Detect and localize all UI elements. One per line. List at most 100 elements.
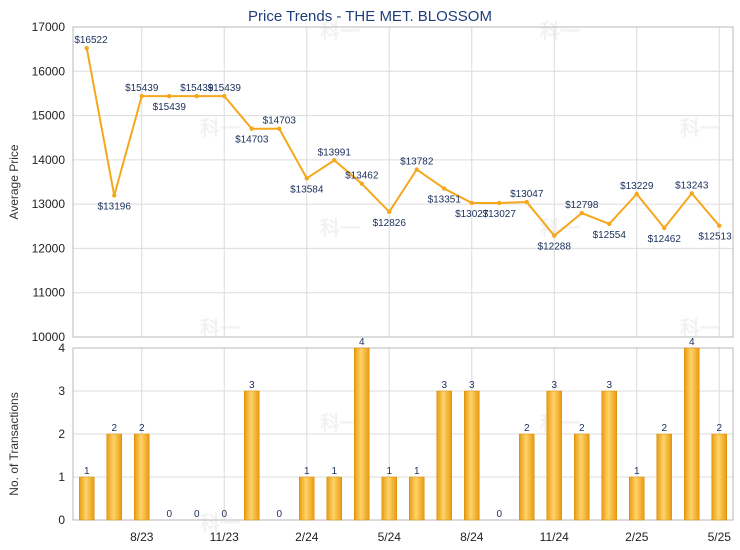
transaction-count-label-22: 4 [689,337,695,348]
x-tick-label-2: 2/24 [295,530,319,544]
price-data-label-6: $14703 [235,135,269,146]
price-data-label-13: $13351 [428,195,462,206]
transaction-bar-21 [656,433,672,521]
transaction-count-label-0: 1 [84,466,90,477]
x-tick-label-0: 8/23 [130,530,154,544]
price-point-2 [139,93,144,99]
price-point-15 [497,200,502,206]
transaction-count-label-6: 3 [249,380,255,391]
transaction-count-label-12: 1 [414,466,420,477]
transaction-count-label-15: 0 [496,509,502,520]
transaction-bar-9 [326,476,342,521]
price-data-label-20: $13229 [620,181,654,192]
transactions-tick-label-4: 4 [58,341,65,355]
x-tick-label-7: 5/25 [708,530,732,544]
transaction-bar-22 [684,347,700,521]
price-point-22 [689,191,694,196]
transactions-tick-label-1: 1 [58,470,65,484]
price-plot-frame [72,26,734,338]
price-tick-label-4: 14000 [32,153,66,167]
price-point-6 [249,126,254,131]
price-data-label-3: $15439 [153,102,187,113]
price-tick-label-5: 15000 [32,109,66,123]
transaction-count-label-4: 0 [194,509,200,520]
transaction-bar-8 [299,476,315,521]
watermark-0: 科一 [320,19,360,43]
transaction-bar-12 [409,476,425,521]
transaction-bar-10 [354,347,370,521]
price-panel: 10000 11000 12000 13000 14000 15000 16000 17000… [32,20,734,344]
x-tick-label-1: 11/23 [210,530,239,544]
price-point-11 [387,209,392,215]
price-data-label-18: $12798 [565,200,599,211]
chart-title: Price Trends - THE MET. BLOSSOM [248,8,492,25]
transaction-bar-17 [546,390,562,521]
price-data-label-17: $12288 [538,242,572,253]
transaction-bar-20 [629,476,645,521]
x-tick-label-6: 2/25 [625,530,649,544]
transaction-count-label-11: 1 [386,466,392,477]
price-data-label-21: $12462 [648,234,682,245]
price-point-18 [579,210,584,216]
transactions-tick-label-0: 0 [58,513,65,527]
transactions-tick-label-2: 2 [58,427,65,441]
transaction-count-label-7: 0 [276,509,282,520]
price-tick-label-1: 11000 [33,286,66,300]
transaction-count-label-20: 1 [634,466,640,477]
transaction-bar-23 [711,433,727,521]
price-data-label-5: $15439 [208,83,242,94]
price-point-14 [469,200,474,206]
transactions-tick-label-3: 3 [58,384,65,398]
price-point-9 [332,158,337,163]
price-data-label-9: $13991 [318,147,352,158]
price-tick-label-2: 12000 [32,241,66,255]
price-point-12 [414,167,419,172]
transaction-count-label-8: 1 [304,466,310,477]
watermark-2: 科一 [680,116,720,140]
price-data-label-16: $13047 [510,189,544,200]
transactions-axis-title: No. of Transactions [7,392,21,495]
price-data-label-7: $14703 [263,116,297,127]
price-point-8 [304,176,309,181]
price-tick-label-6: 16000 [32,64,66,78]
price-point-4 [194,93,199,99]
transaction-count-label-23: 2 [716,423,722,434]
transaction-bar-19 [601,390,617,521]
watermark-6: 科一 [200,316,240,340]
price-series-line [85,47,721,237]
price-data-label-0: $16522 [74,35,108,46]
price-data-label-22: $13243 [675,180,709,191]
transaction-bar-6 [244,390,260,521]
price-tick-label-3: 13000 [32,197,66,211]
price-data-label-12: $13782 [400,157,434,168]
price-data-label-4: $15439 [180,83,214,94]
price-point-16 [524,199,529,205]
price-point-7 [277,126,282,131]
watermark-1: 科一 [540,19,580,43]
transaction-count-label-19: 3 [606,380,612,391]
x-tick-label-5: 11/24 [540,530,569,544]
transaction-count-label-14: 3 [469,380,475,391]
price-point-19 [607,221,612,227]
transaction-count-label-21: 2 [661,423,667,434]
price-point-5 [222,93,227,99]
transaction-count-label-2: 2 [139,423,145,434]
price-tick-label-7: 17000 [32,20,66,34]
price-point-21 [662,225,667,231]
transaction-count-label-9: 1 [331,466,337,477]
watermark-7: 科一 [680,316,720,340]
transaction-bar-14 [464,390,480,521]
transaction-bar-2 [134,433,150,521]
price-data-label-23: $12513 [698,232,732,243]
x-tick-label-3: 5/24 [378,530,402,544]
price-point-17 [552,233,557,238]
price-point-20 [634,191,639,197]
transaction-bar-0 [79,476,95,521]
watermark-10: 科一 [200,511,240,535]
transaction-count-label-10: 4 [359,337,365,348]
transaction-bar-18 [574,433,590,521]
price-data-label-8: $13584 [290,184,324,195]
transaction-count-label-3: 0 [166,509,172,520]
price-tick-label-0: 10000 [32,330,66,344]
